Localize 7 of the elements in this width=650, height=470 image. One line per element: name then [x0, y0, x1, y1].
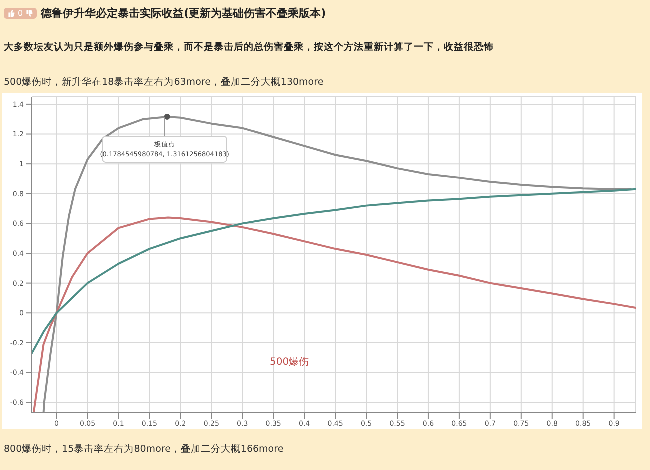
- text: 500爆伤时，新升华在18暴击率左右为63more，叠加二分大概130more: [3, 76, 325, 90]
- text: 800爆伤时，15暴击率左右为80more，叠加二分大概166more: [3, 443, 285, 456]
- vote-widget: 0: [4, 8, 38, 19]
- line-series: [32, 188, 636, 354]
- chart-title: 德鲁伊升华必定暴击实际收益(更新为基础伤害不叠乘版本): [41, 6, 326, 21]
- chart-subtitle: 大多数坛友认为只是额外爆伤参与叠乘，而不是暴击后的总伤害叠乘，按这个方法重新计算了一下，收益很恐怖: [3, 40, 495, 54]
- annotation: 500爆伤: [270, 356, 310, 369]
